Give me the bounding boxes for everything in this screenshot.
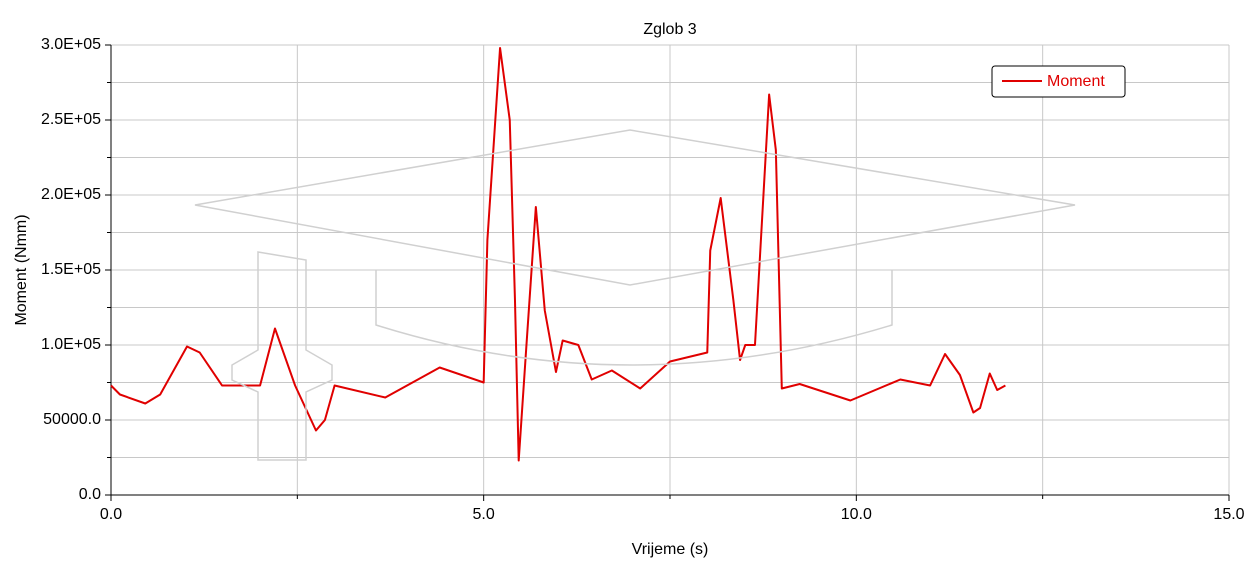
y-tick-label: 50000.0 xyxy=(43,411,101,428)
legend: Moment xyxy=(991,65,1126,98)
legend-box xyxy=(991,65,1126,98)
x-tick-label: 5.0 xyxy=(473,506,495,523)
chart-title: Zglob 3 xyxy=(643,21,696,38)
y-tick-label: 2.5E+05 xyxy=(41,111,101,128)
x-tick-label: 0.0 xyxy=(100,506,122,523)
watermark xyxy=(194,129,1076,461)
y-tick-label: 0.0 xyxy=(79,486,101,503)
plot-area: 0.0 5.0 10.0 15.0 0.0 50000.0 1.0E+05 1.5E+05 2.… xyxy=(41,36,1245,523)
y-tick-label: 3.0E+05 xyxy=(41,36,101,53)
y-tick-label: 1.0E+05 xyxy=(41,336,101,353)
y-tick-label: 1.5E+05 xyxy=(41,261,101,278)
data-line xyxy=(110,47,1006,462)
y-axis-label: Moment (Nmm) xyxy=(13,214,30,325)
x-axis-label: Vrijeme (s) xyxy=(632,541,709,558)
x-tick-label: 15.0 xyxy=(1213,506,1244,523)
legend-label: Moment xyxy=(1047,73,1105,90)
y-tick-label: 2.0E+05 xyxy=(41,186,101,203)
x-tick-label: 10.0 xyxy=(841,506,872,523)
